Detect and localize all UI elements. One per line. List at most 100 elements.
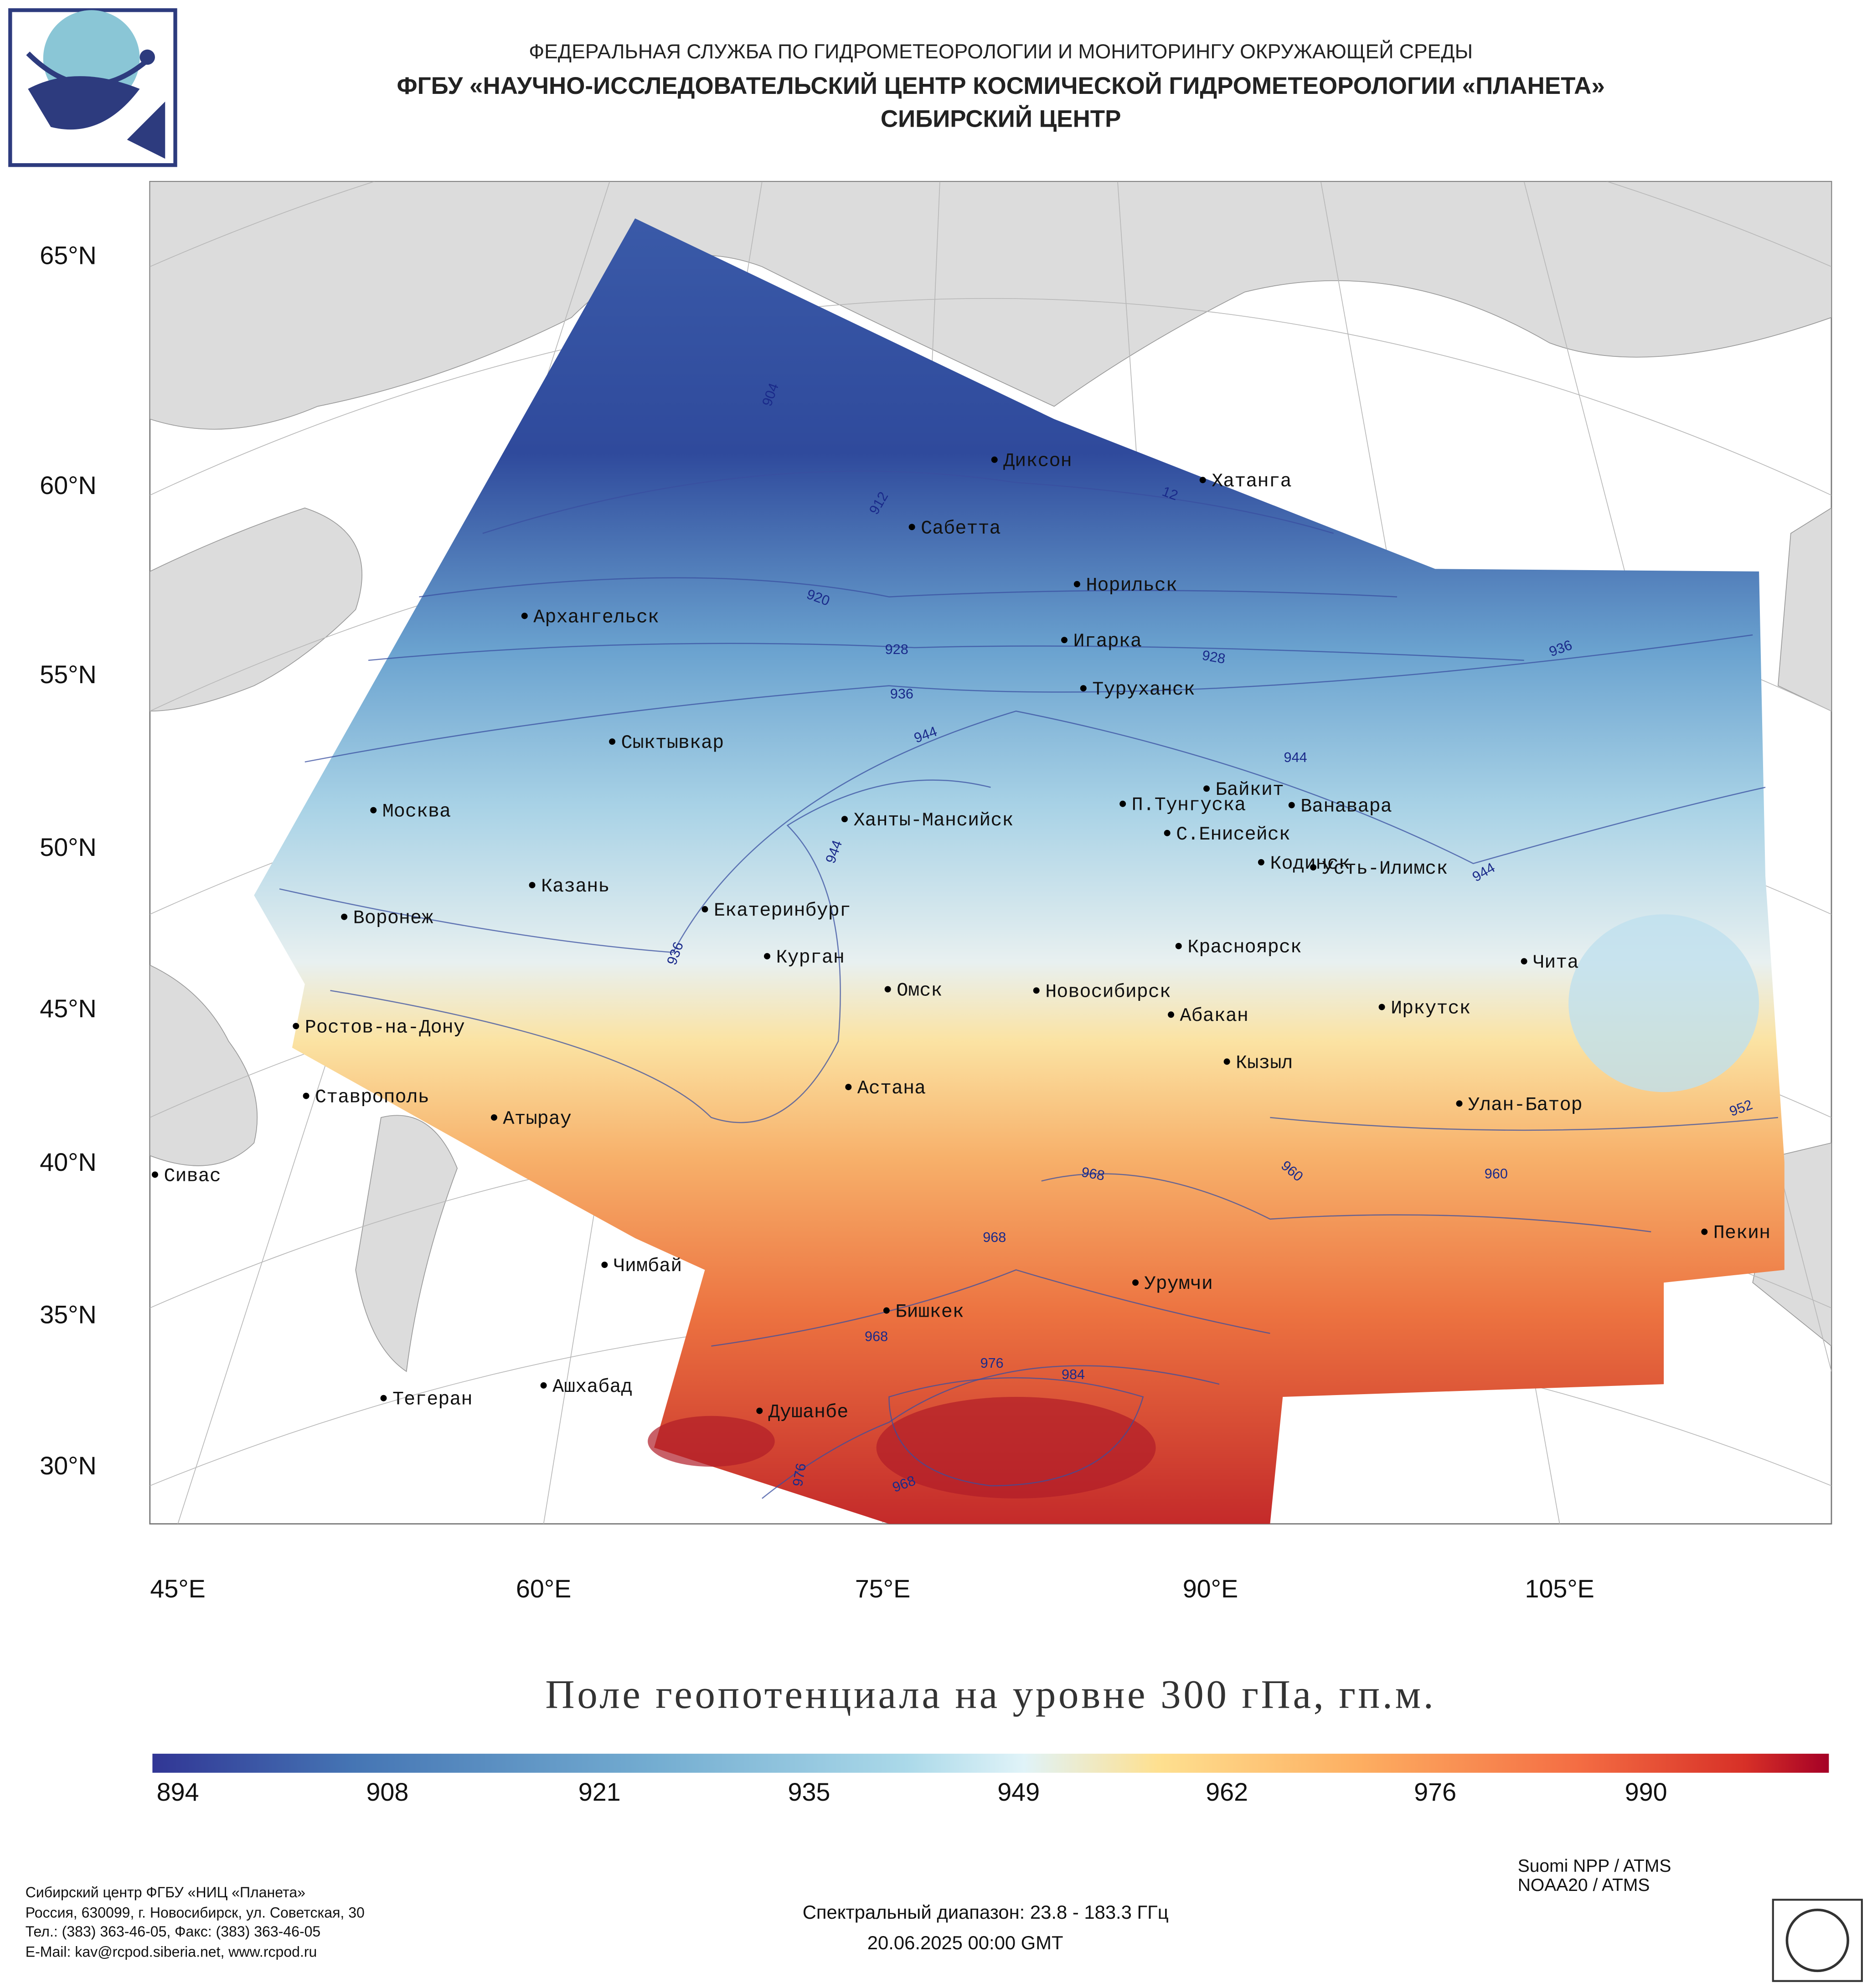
colorbar-tick-label: 921 [578, 1778, 621, 1806]
city-label: Усть-Илимск [1322, 858, 1448, 880]
city-marker [1119, 800, 1126, 807]
city-label: Диксон [1003, 450, 1072, 472]
city-marker [1203, 785, 1210, 792]
city-marker [1168, 1011, 1175, 1018]
latitude-label: 60°N [40, 471, 97, 500]
field-anomaly [648, 1416, 775, 1467]
city-label: Красноярск [1187, 937, 1302, 958]
city-label: Кызыл [1236, 1052, 1293, 1074]
city-label: Улан-Батор [1468, 1094, 1583, 1116]
city-marker [1061, 637, 1068, 644]
latitude-label: 35°N [40, 1300, 97, 1329]
city-label: Новосибирск [1045, 981, 1171, 1003]
colorbar-tick-label: 894 [157, 1778, 199, 1806]
city-label: Хатанга [1212, 470, 1292, 492]
city-marker [601, 1262, 608, 1268]
city-label: Иркутск [1391, 997, 1471, 1019]
city-label: Сабетта [921, 517, 1001, 539]
city-label: Ставрополь [315, 1087, 429, 1108]
city-marker [529, 882, 536, 889]
contour-label: 936 [890, 686, 913, 701]
contour-label: 928 [885, 642, 908, 657]
contour-label: 968 [983, 1230, 1006, 1245]
city-marker [764, 953, 770, 960]
land [150, 181, 1831, 1372]
city-marker [609, 738, 616, 745]
colorbar-tick-label: 935 [788, 1778, 830, 1806]
city-marker [845, 1084, 852, 1091]
city-label: Туруханск [1092, 679, 1195, 700]
city-label: Ростов-на-Дону [305, 1016, 465, 1038]
city-label: Игарка [1073, 630, 1141, 652]
field-anomaly [1568, 914, 1759, 1092]
city-marker [1164, 829, 1171, 836]
city-label: Ванавара [1300, 795, 1392, 817]
latitude-label: 40°N [40, 1148, 97, 1176]
contours [279, 470, 1779, 1499]
colorbar-tick-label: 976 [1414, 1778, 1456, 1806]
city-marker [1701, 1228, 1708, 1235]
city-marker [756, 1407, 763, 1414]
city-label: Норильск [1086, 575, 1177, 597]
city-marker [540, 1382, 547, 1389]
chart-title: Поле геопотенциала на уровне 300 гПа, гп… [545, 1673, 1436, 1717]
footer-address: Тел.: (383) 363-46-05, Факс: (383) 363-4… [26, 1923, 320, 1940]
city-marker [1033, 987, 1040, 994]
header-agency: ФЕДЕРАЛЬНАЯ СЛУЖБА ПО ГИДРОМЕТЕОРОЛОГИИ … [529, 40, 1473, 63]
latitude-label: 50°N [40, 833, 97, 861]
city-marker [1132, 1279, 1139, 1286]
city-marker [841, 816, 848, 823]
footer-address: Россия, 630099, г. Новосибирск, ул. Сове… [26, 1904, 365, 1921]
city-marker [341, 913, 348, 920]
city-marker [1223, 1058, 1230, 1065]
city-marker [303, 1092, 309, 1099]
city-marker [1175, 942, 1182, 949]
city-marker [1258, 859, 1264, 865]
colorbar-tick-label: 990 [1625, 1778, 1667, 1806]
footer-satellite: NOAA20 / ATMS [1518, 1875, 1650, 1895]
city-marker [908, 524, 915, 530]
city-label: Екатеринбург [714, 900, 851, 922]
city-label: Кодинск [1270, 853, 1350, 875]
latitude-label: 65°N [40, 242, 97, 270]
city-marker [1199, 477, 1206, 484]
city-marker [152, 1171, 158, 1178]
city-marker [1080, 685, 1087, 692]
city-label: Архангельск [533, 606, 659, 628]
city-label: Тегеран [392, 1389, 473, 1411]
latitude-label: 45°N [40, 994, 97, 1023]
colorbar-tick-label: 949 [997, 1778, 1040, 1806]
colorbar [152, 1753, 1829, 1773]
latitude-label: 30°N [40, 1452, 97, 1480]
city-label: Ханты-Мансийск [853, 809, 1013, 831]
city-marker [490, 1114, 497, 1121]
longitude-label: 45°E [150, 1575, 205, 1603]
colorbar-tick-label: 908 [366, 1778, 408, 1806]
city-label: Урумчи [1145, 1273, 1213, 1295]
city-marker [293, 1023, 299, 1030]
logo [8, 8, 177, 167]
iso-badge [1772, 1899, 1863, 1982]
city-marker [991, 456, 998, 463]
footer-address: E-Mail: kav@rcpod.siberia.net, www.rcpod… [26, 1944, 317, 1960]
city-marker [1073, 581, 1080, 587]
city-label: Сивас [164, 1165, 221, 1187]
city-marker [1521, 958, 1527, 965]
contour-label: 968 [1080, 1164, 1106, 1184]
city-label: Омск [897, 979, 942, 1001]
longitude-label: 105°E [1525, 1575, 1594, 1603]
city-label: Воронеж [353, 907, 433, 929]
footer-address: Сибирский центр ФГБУ «НИЦ «Планета» [26, 1884, 305, 1900]
contour-label: 976 [980, 1355, 1004, 1371]
city-marker [883, 1307, 890, 1314]
header-institute: ФГБУ «НАУЧНО-ИССЛЕДОВАТЕЛЬСКИЙ ЦЕНТР КОС… [397, 72, 1604, 99]
city-label: Астана [857, 1077, 926, 1099]
footer-spectral-range: Спектральный диапазон: 23.8 - 183.3 ГГц [803, 1901, 1169, 1923]
contour-label: 984 [1062, 1367, 1085, 1382]
city-label: Душанбе [768, 1401, 849, 1423]
latitude-label: 55°N [40, 660, 97, 689]
city-marker [1456, 1100, 1463, 1107]
